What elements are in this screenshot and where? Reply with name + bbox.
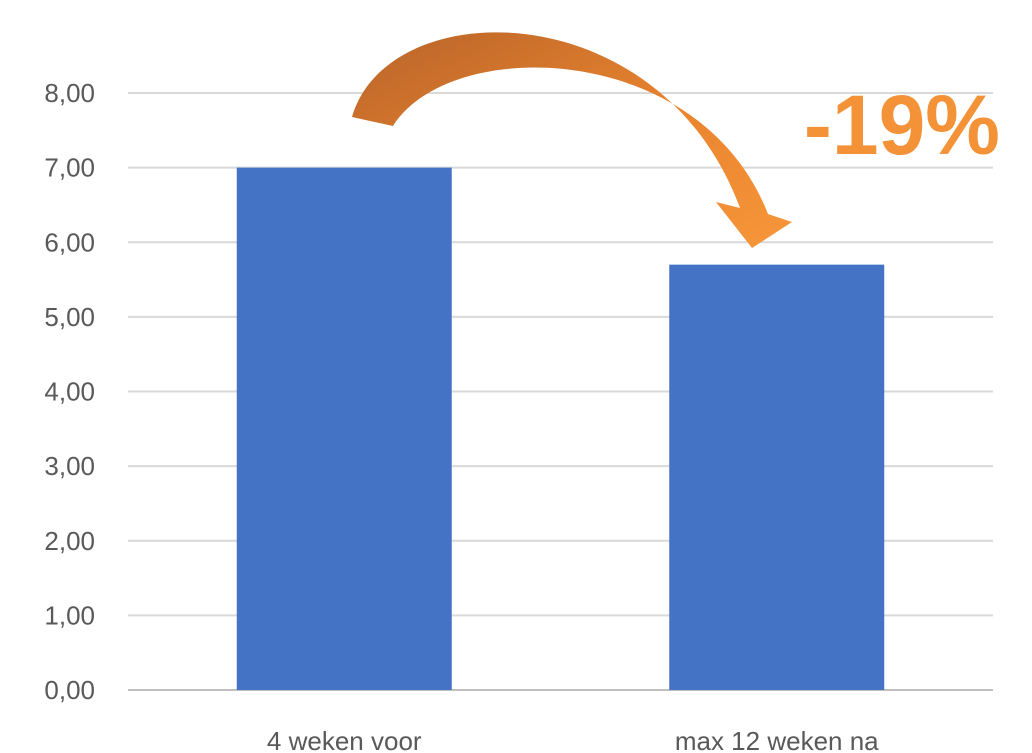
y-axis-ticks: 0,00 1,00 2,00 3,00 4,00 5,00 6,00 7,00 8,00 [44, 78, 95, 705]
annotation: -19% [352, 32, 1000, 249]
y-tick-label: 5,00 [44, 302, 95, 332]
y-tick-label: 2,00 [44, 526, 95, 556]
y-tick-label: 0,00 [44, 675, 95, 705]
y-tick-label: 6,00 [44, 227, 95, 257]
bars [236, 167, 885, 690]
x-category-label: 4 weken voor [267, 726, 422, 753]
bar [236, 167, 452, 690]
y-tick-label: 3,00 [44, 451, 95, 481]
bar [669, 264, 885, 690]
change-percent-label: -19% [804, 78, 1000, 172]
y-tick-label: 7,00 [44, 153, 95, 183]
x-category-label: max 12 weken na [675, 726, 879, 753]
y-tick-label: 8,00 [44, 78, 95, 108]
x-axis-labels: 4 weken voor max 12 weken na [267, 726, 879, 753]
y-tick-label: 4,00 [44, 377, 95, 407]
curved-arrow-icon [352, 32, 792, 249]
y-tick-label: 1,00 [44, 600, 95, 630]
